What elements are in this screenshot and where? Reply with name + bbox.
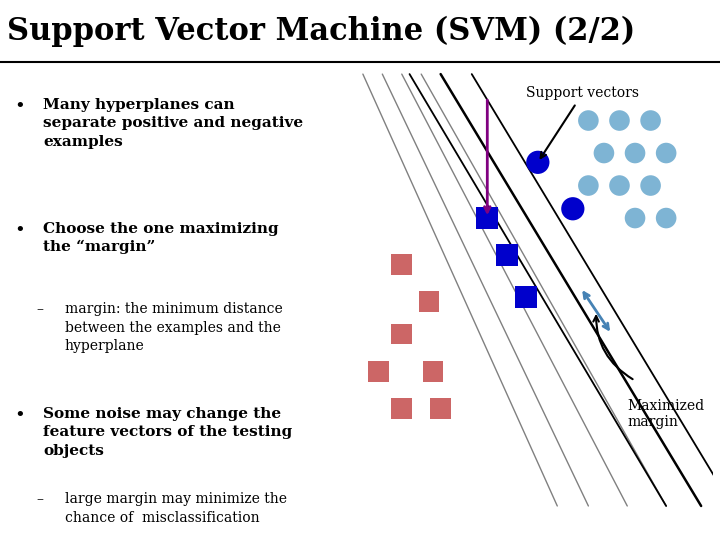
Point xyxy=(501,251,513,260)
Text: Support vectors: Support vectors xyxy=(526,86,639,158)
Text: Support Vector Machine (SVM) (2/2): Support Vector Machine (SVM) (2/2) xyxy=(7,16,636,48)
Point xyxy=(427,367,438,376)
Text: margin: the minimum distance
between the examples and the
hyperplane: margin: the minimum distance between the… xyxy=(65,302,282,353)
Text: –: – xyxy=(36,302,43,316)
Text: Maximized
margin: Maximized margin xyxy=(627,399,704,429)
Point xyxy=(645,116,657,125)
Text: Some noise may change the
feature vectors of the testing
objects: Some noise may change the feature vector… xyxy=(43,407,292,458)
Point xyxy=(613,181,625,190)
Point xyxy=(373,367,384,376)
Point xyxy=(660,214,672,222)
Point xyxy=(598,148,610,157)
Point xyxy=(660,148,672,157)
Point xyxy=(521,293,532,301)
Point xyxy=(645,181,657,190)
Point xyxy=(582,116,594,125)
Text: –: – xyxy=(36,492,43,507)
Text: Choose the one maximizing
the “margin”: Choose the one maximizing the “margin” xyxy=(43,221,279,254)
Point xyxy=(482,214,493,222)
Point xyxy=(396,404,408,413)
Text: Many hyperplanes can
separate positive and negative
examples: Many hyperplanes can separate positive a… xyxy=(43,98,303,149)
Point xyxy=(532,158,544,167)
Point xyxy=(396,260,408,269)
Point xyxy=(423,298,435,306)
Text: •: • xyxy=(14,98,25,116)
Point xyxy=(629,214,641,222)
Point xyxy=(582,181,594,190)
Point xyxy=(435,404,446,413)
Point xyxy=(613,116,625,125)
Text: large margin may minimize the
chance of  misclassification: large margin may minimize the chance of … xyxy=(65,492,287,525)
Text: •: • xyxy=(14,221,25,240)
Point xyxy=(396,330,408,339)
Point xyxy=(629,148,641,157)
Text: •: • xyxy=(14,407,25,425)
Point xyxy=(567,205,579,213)
